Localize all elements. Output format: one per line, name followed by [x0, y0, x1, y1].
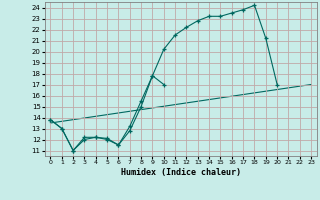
X-axis label: Humidex (Indice chaleur): Humidex (Indice chaleur): [121, 168, 241, 177]
